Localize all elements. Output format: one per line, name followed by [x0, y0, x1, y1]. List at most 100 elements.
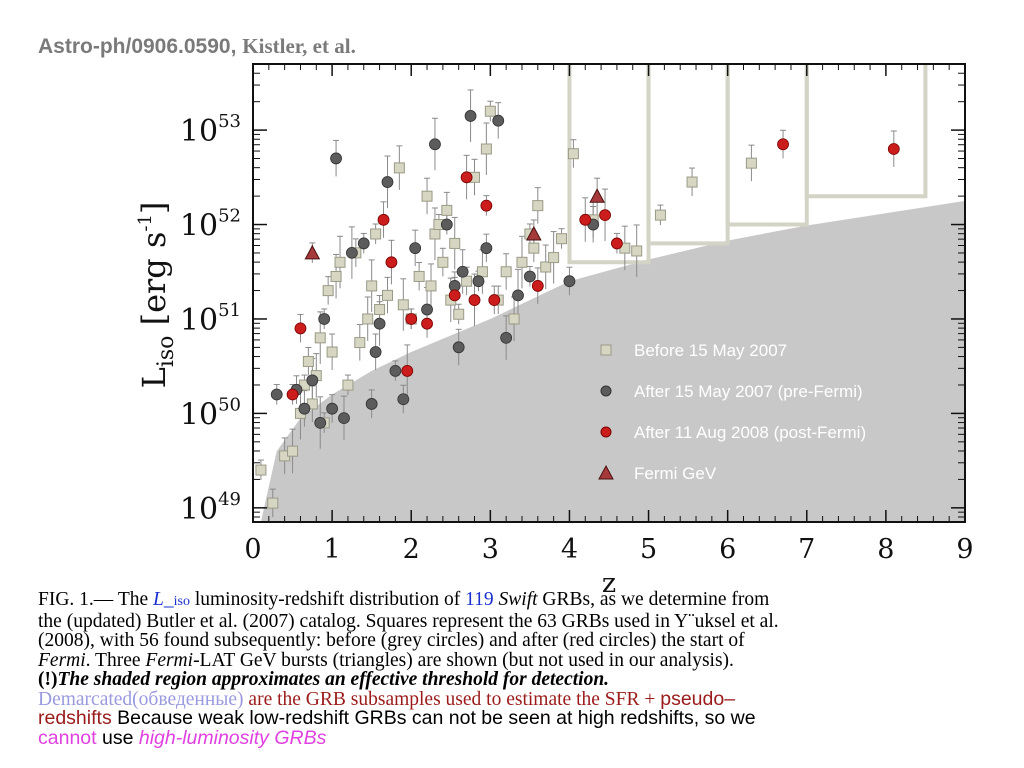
data-point-square	[334, 256, 346, 268]
y-tick-label: 1049	[180, 489, 241, 527]
x-tick-label: 7	[798, 534, 815, 565]
data-point-square	[631, 245, 643, 257]
x-tick-label: 9	[956, 534, 973, 565]
data-point-square	[374, 304, 386, 316]
data-point-red-circle	[405, 313, 418, 325]
data-point-red-circle	[401, 365, 414, 377]
data-point-grey-circle	[326, 402, 339, 415]
data-point-square	[370, 228, 382, 240]
data-point-square	[476, 266, 488, 278]
data-point-square	[413, 270, 425, 282]
data-point-grey-circle	[512, 289, 524, 302]
data-point-red-circle	[468, 294, 481, 306]
data-point-red-circle	[385, 256, 398, 269]
data-point-red-circle	[421, 317, 433, 330]
data-point-grey-circle	[373, 317, 386, 330]
data-point-square	[362, 313, 374, 325]
data-point-red-circle	[887, 143, 900, 155]
y-tick-label: 1053	[180, 111, 241, 149]
caption-line-7: redshifts Because weak low-redshift GRBs…	[38, 707, 1018, 729]
legend-label: Fermi GeV	[634, 464, 717, 483]
data-point-square	[453, 308, 465, 320]
data-point-square	[441, 204, 453, 216]
x-tick-label: 3	[482, 534, 499, 565]
data-point-square	[425, 280, 437, 292]
data-point-grey-circle	[409, 242, 422, 255]
data-point-square	[302, 355, 314, 367]
caption-high-luminosity: high-luminosity GRBs	[138, 726, 327, 749]
data-point-grey-circle	[338, 412, 350, 425]
data-point-red-circle	[294, 322, 307, 335]
data-point-grey-circle	[314, 416, 327, 429]
caption-segment: . Three	[85, 649, 146, 671]
data-point-grey-circle	[318, 313, 331, 325]
data-point-red-circle	[777, 138, 789, 151]
data-point-grey-circle	[381, 176, 394, 188]
caption-subsamples-text: are the GRB subsamples used to estimate …	[243, 688, 661, 710]
data-point-grey-circle	[397, 393, 410, 406]
legend-label: After 15 May 2007 (pre-Fermi)	[634, 382, 863, 401]
caption-line-5: (!)The shaded region approximates an eff…	[38, 670, 1018, 690]
data-point-red-circle	[579, 213, 592, 226]
caption-segment: FIG. 1.— The	[38, 589, 154, 610]
data-point-triangle	[589, 188, 605, 203]
data-point-red-circle	[480, 199, 493, 212]
x-tick-label: 2	[403, 534, 420, 565]
data-point-grey-circle	[365, 398, 378, 410]
data-point-grey-circle	[306, 374, 319, 387]
data-point-square	[366, 280, 378, 292]
data-point-red-circle	[599, 209, 611, 221]
data-point-triangle	[526, 225, 542, 241]
data-point-grey-circle	[492, 114, 505, 127]
data-point-grey-circle	[421, 303, 433, 316]
data-point-red-circle	[488, 294, 501, 306]
data-point-square	[314, 332, 326, 344]
header-reference: Astro-ph/0906.0590,	[38, 35, 237, 58]
data-point-grey-circle	[345, 246, 358, 259]
caption-demarcated: Demarcated(обведенные)	[38, 688, 244, 710]
data-point-square	[342, 379, 354, 391]
data-point-grey-circle	[480, 242, 493, 255]
y-tick-label: 1052	[180, 206, 241, 244]
caption-segment: Swift	[498, 589, 538, 610]
data-point-square	[528, 242, 540, 254]
data-point-grey-circle	[429, 138, 441, 151]
data-point-square	[508, 313, 520, 325]
plot-frame	[252, 63, 966, 523]
x-tick-label: 5	[640, 534, 657, 565]
data-point-red-circle	[460, 171, 473, 184]
data-point-square	[548, 252, 560, 264]
data-point-square	[540, 261, 552, 273]
caption-segment: iso	[173, 594, 190, 609]
data-point-square	[429, 228, 441, 240]
data-point-grey-circle	[330, 152, 342, 165]
data-point-square	[745, 157, 757, 169]
caption-weak-grbs-text: Because weak low-redshift GRBs can not b…	[111, 707, 756, 729]
data-point-square	[480, 143, 492, 155]
data-point-square	[686, 176, 698, 188]
data-point-square	[500, 266, 512, 278]
caption-line-6: Demarcated(обведенные) are the GRB subsa…	[38, 688, 1018, 710]
data-point-grey-circle	[357, 237, 370, 250]
caption-segment: 119	[465, 589, 494, 610]
caption-segment: Fermi	[145, 649, 194, 671]
data-point-grey-circle	[456, 265, 469, 278]
data-point-red-circle	[531, 280, 544, 292]
data-point-square	[461, 275, 473, 287]
data-point-grey-circle	[452, 341, 465, 354]
data-point-square	[484, 105, 496, 117]
data-point-grey-circle	[369, 346, 382, 358]
y-tick-label: 1050	[180, 394, 241, 432]
data-point-square	[437, 256, 449, 268]
slide-header: Astro-ph/0906.0590, Kistler, et al.	[38, 34, 356, 59]
data-point-square	[354, 337, 366, 349]
data-point-red-circle	[611, 237, 623, 250]
data-point-square	[322, 285, 334, 297]
data-point-square	[330, 270, 342, 282]
data-point-square	[516, 256, 528, 268]
legend-marker-square	[600, 344, 612, 356]
data-point-grey-circle	[500, 331, 513, 344]
caption-line-3: (2008), with 56 found subsequently: befo…	[38, 630, 745, 651]
data-point-grey-circle	[389, 365, 402, 377]
subsample-box	[725, 64, 809, 227]
